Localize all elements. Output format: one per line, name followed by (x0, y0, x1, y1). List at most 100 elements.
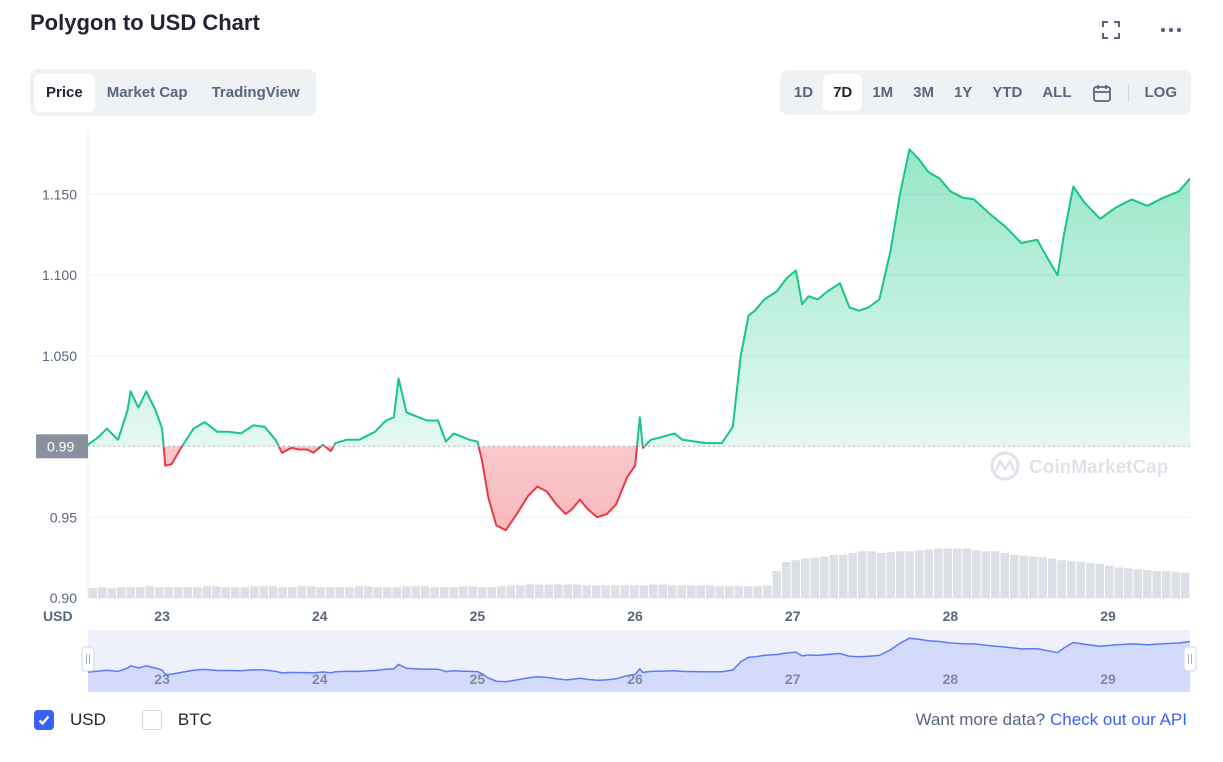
baseline-label: 0.99 (47, 438, 74, 454)
range-ytd[interactable]: YTD (992, 84, 1023, 101)
navigator-area (88, 638, 1190, 692)
volume-bar (1076, 562, 1085, 598)
volume-bar (497, 586, 506, 598)
price-line-down (162, 446, 646, 532)
legend-usd[interactable]: USD (34, 710, 106, 730)
y-tick-label: 0.90 (50, 590, 77, 606)
volume-bar (212, 586, 221, 598)
volume-bar (240, 587, 249, 598)
volume-bar (601, 585, 610, 598)
price-area-down (163, 446, 645, 531)
volume-bar (345, 587, 354, 598)
volume-bar (715, 586, 724, 598)
volume-bar (117, 587, 126, 598)
volume-bar (335, 587, 344, 598)
tab-tradingview[interactable]: TradingView (211, 84, 300, 101)
volume-bar (981, 551, 990, 598)
volume-bar (373, 587, 382, 598)
range-1d[interactable]: 1D (793, 84, 814, 101)
volume-bar (639, 585, 648, 598)
range-1y[interactable]: 1Y (953, 84, 973, 101)
volume-bar (278, 587, 287, 598)
volume-bar (962, 548, 971, 598)
time-range-selector: 1D 7D 1M 3M 1Y YTD ALL LOG (779, 70, 1191, 115)
volume-bar (867, 551, 876, 598)
volume-bar (592, 585, 601, 598)
currency-legend: USD BTC (34, 710, 212, 730)
volume-bar (402, 586, 411, 598)
volume-bar (687, 585, 696, 598)
volume-bar (1057, 560, 1066, 598)
tab-market-cap[interactable]: Market Cap (106, 84, 188, 101)
volume-bar (810, 557, 819, 598)
usd-checkbox[interactable] (34, 710, 54, 730)
volume-bar (449, 587, 458, 598)
volume-bar (411, 586, 420, 598)
y-tick-label: 1.100 (42, 267, 77, 283)
y-tick-label: 1.050 (42, 348, 77, 364)
volume-bar (136, 587, 145, 598)
chart-toolbar-icons (1099, 18, 1183, 42)
volume-bar (316, 587, 325, 598)
volume-bar (1067, 561, 1076, 598)
fullscreen-icon[interactable] (1099, 18, 1123, 42)
volume-bar (896, 551, 905, 598)
volume-bar (991, 551, 1000, 598)
log-scale-toggle[interactable]: LOG (1144, 84, 1178, 101)
calendar-icon[interactable] (1082, 74, 1122, 111)
api-link[interactable]: Check out our API (1049, 710, 1187, 729)
volume-bar (611, 585, 620, 598)
legend-btc-label: BTC (177, 710, 212, 729)
x-tick-label: 27 (785, 608, 801, 624)
tab-price[interactable]: Price (34, 73, 95, 112)
volume-bar (658, 584, 667, 598)
volume-bar (421, 586, 430, 598)
legend-btc[interactable]: BTC (141, 710, 212, 730)
volume-bar (126, 587, 135, 598)
volume-bar (573, 584, 582, 598)
volume-bar (696, 585, 705, 598)
x-tick-label: 26 (627, 608, 643, 624)
volume-bar (525, 584, 534, 598)
chart-navigator[interactable]: 23 24 25 26 27 28 29 (0, 625, 1223, 695)
cmc-logo-icon (990, 451, 1020, 481)
volume-bar (430, 587, 439, 598)
more-options-icon[interactable] (1159, 18, 1183, 42)
volume-bar (1124, 568, 1133, 598)
y-tick-label: 0.95 (50, 509, 77, 525)
volume-bar (269, 586, 278, 598)
btc-checkbox[interactable] (141, 710, 162, 730)
volume-bar (326, 587, 335, 598)
range-3m[interactable]: 3M (913, 84, 934, 101)
volume-bar (848, 553, 857, 598)
volume-bar (1162, 571, 1171, 598)
volume-bar (839, 554, 848, 598)
navigator-tick-label: 27 (785, 671, 801, 687)
volume-bar (1029, 556, 1038, 598)
volume-bar (1152, 571, 1161, 598)
volume-bar (1048, 558, 1057, 598)
volume-bar (1095, 563, 1104, 598)
volume-bar (1171, 571, 1180, 598)
coinmarketcap-watermark: CoinMarketCap (990, 451, 1168, 481)
volume-bar (858, 551, 867, 598)
range-all[interactable]: ALL (1042, 84, 1072, 101)
navigator-line (87, 637, 1191, 683)
volume-bar (801, 558, 810, 598)
price-chart[interactable]: 0.90 0.95 1.050 1.100 1.150 0.99 CoinMarketCap… (0, 125, 1223, 625)
range-7d[interactable]: 7D (823, 74, 863, 111)
x-tick-label: 28 (943, 608, 959, 624)
volume-bar (1019, 555, 1028, 598)
volume-bar (392, 587, 401, 598)
x-tick-label: 24 (312, 608, 328, 624)
y-tick-label: 1.150 (42, 187, 77, 203)
navigator-handle-left[interactable] (81, 646, 95, 672)
volume-bar (791, 560, 800, 598)
volume-bar (221, 587, 230, 598)
volume-bar (877, 553, 886, 598)
range-1m[interactable]: 1M (872, 84, 894, 101)
volume-bar (620, 585, 629, 598)
api-promo-text: Want more data? (915, 710, 1046, 729)
navigator-handle-right[interactable] (1183, 646, 1197, 672)
volume-bar (953, 548, 962, 598)
